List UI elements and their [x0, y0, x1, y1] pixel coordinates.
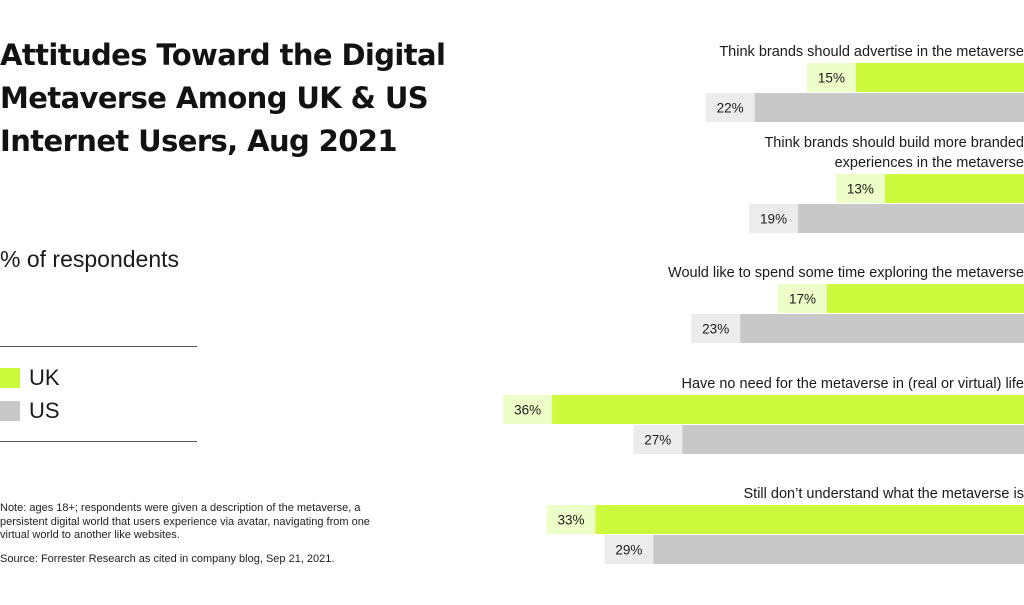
bar-label-box-uk	[835, 174, 885, 203]
bar-uk	[884, 174, 1024, 203]
chart-subtitle: % of respondents	[0, 246, 180, 272]
value-label-uk: 17%	[789, 292, 816, 307]
bar-label-box-us	[691, 314, 741, 343]
legend-label-us: US	[29, 398, 60, 423]
bar-label-box-us	[749, 204, 799, 233]
legend-item-uk: UK	[0, 365, 60, 391]
value-label-uk: 36%	[514, 403, 541, 418]
bar-label-box-us	[705, 93, 755, 122]
legend-swatch-us	[0, 401, 20, 421]
legend-label-uk: UK	[29, 365, 60, 390]
bar-uk	[595, 505, 1024, 534]
category-label: Have no need for the metaverse in (real …	[681, 376, 1024, 392]
legend-swatch-uk	[0, 368, 20, 388]
bar-label-box-us	[633, 425, 683, 454]
legend-top-rule	[0, 346, 197, 347]
value-label-uk: 13%	[847, 182, 874, 197]
bar-us	[798, 204, 1024, 233]
category-label: Think brands should advertise in the met…	[719, 44, 1024, 60]
bar-label-box-us	[604, 535, 654, 564]
value-label-us: 29%	[615, 543, 642, 558]
category-label: Think brands should build more branded	[764, 135, 1024, 151]
value-label-us: 27%	[644, 433, 671, 448]
bar-us	[754, 93, 1024, 122]
bar-uk	[855, 63, 1024, 92]
bar-label-box-uk	[806, 63, 856, 92]
value-label-us: 23%	[702, 322, 729, 337]
category-label: Still don’t understand what the metavers…	[744, 486, 1024, 502]
chart-source: Source: Forrester Research as cited in c…	[0, 553, 335, 565]
bar-label-box-uk	[503, 395, 553, 424]
chart-note: Note: ages 18+; respondents were given a…	[0, 502, 370, 541]
value-label-us: 19%	[760, 212, 787, 227]
value-label-us: 22%	[717, 101, 744, 116]
legend-bottom-rule	[0, 441, 197, 442]
category-label: experiences in the metaverse	[835, 155, 1024, 171]
value-label-uk: 33%	[557, 513, 584, 528]
legend-item-us: US	[0, 398, 60, 424]
bar-us	[653, 535, 1024, 564]
category-label: Would like to spend some time exploring …	[668, 265, 1024, 281]
bar-us	[740, 314, 1024, 343]
bar-label-box-uk	[546, 505, 596, 534]
value-label-uk: 15%	[818, 71, 845, 86]
bar-uk	[827, 284, 1024, 313]
bar-label-box-uk	[778, 284, 828, 313]
chart-title: Attitudes Toward the Digital Metaverse A…	[0, 38, 446, 158]
bar-uk	[552, 395, 1024, 424]
bar-us	[682, 425, 1024, 454]
